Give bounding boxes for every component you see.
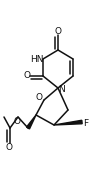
Text: N: N <box>59 84 65 94</box>
Text: O: O <box>5 142 13 152</box>
Polygon shape <box>27 115 36 129</box>
Text: F: F <box>83 119 89 128</box>
Text: O: O <box>35 94 43 102</box>
Polygon shape <box>54 120 82 125</box>
Text: O: O <box>24 71 30 81</box>
Text: HN: HN <box>30 56 44 64</box>
Text: O: O <box>14 117 20 127</box>
Text: O: O <box>54 28 62 36</box>
